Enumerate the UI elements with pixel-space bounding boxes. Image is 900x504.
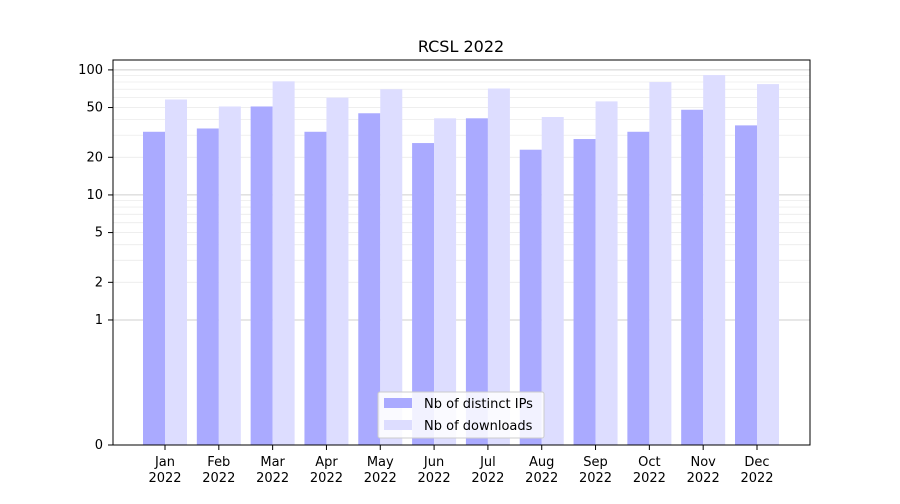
bar-distinct-ips xyxy=(304,131,327,445)
x-tick-label-month: Apr xyxy=(315,455,338,470)
legend-swatch-distinct-ips xyxy=(384,398,412,408)
x-tick-label-year: 2022 xyxy=(525,471,558,486)
bar-distinct-ips xyxy=(250,106,273,445)
legend-swatch-downloads xyxy=(384,420,412,430)
bar-downloads xyxy=(703,75,726,445)
bar-distinct-ips xyxy=(465,118,488,445)
x-tick-label-year: 2022 xyxy=(364,471,397,486)
x-tick-label-month: Aug xyxy=(529,455,554,470)
bar-distinct-ips xyxy=(519,149,542,446)
x-tick-label-year: 2022 xyxy=(740,471,773,486)
bar-distinct-ips xyxy=(196,128,219,445)
x-tick-label-month: May xyxy=(367,455,394,470)
y-tick-label: 20 xyxy=(86,150,103,165)
bar-downloads xyxy=(541,117,564,445)
y-tick-label: 100 xyxy=(78,63,103,78)
axis-layer: 0125102050100Jan2022Feb2022Mar2022Apr202… xyxy=(78,59,811,486)
y-tick-label: 0 xyxy=(95,438,103,453)
x-tick-label-year: 2022 xyxy=(256,471,289,486)
legend: Nb of distinct IPs Nb of downloads xyxy=(377,391,545,439)
x-tick-label-year: 2022 xyxy=(633,471,666,486)
bar-downloads xyxy=(757,84,779,446)
bar-downloads xyxy=(595,101,618,445)
x-tick-label-year: 2022 xyxy=(471,471,504,486)
x-tick-label-month: Jul xyxy=(479,455,496,470)
x-tick-label-month: Jun xyxy=(423,455,444,470)
bars-layer xyxy=(143,75,779,446)
bar-distinct-ips xyxy=(627,131,650,445)
bar-distinct-ips xyxy=(735,125,757,445)
y-tick-label: 10 xyxy=(86,188,103,203)
bar-distinct-ips xyxy=(412,143,435,445)
y-tick-label: 1 xyxy=(95,313,103,328)
legend-label-distinct-ips: Nb of distinct IPs xyxy=(424,397,533,412)
plot-frame xyxy=(112,59,811,446)
bar-distinct-ips xyxy=(358,113,381,445)
x-tick-label-month: Nov xyxy=(690,455,716,470)
x-tick-label-year: 2022 xyxy=(418,471,451,486)
bar-downloads xyxy=(487,88,510,446)
x-tick-label-year: 2022 xyxy=(148,471,181,486)
legend-box xyxy=(377,391,545,439)
x-tick-label-month: Oct xyxy=(638,455,660,470)
bar-distinct-ips xyxy=(143,131,165,445)
bar-downloads xyxy=(165,99,187,446)
x-tick-label-month: Jan xyxy=(154,455,175,470)
x-tick-label-month: Mar xyxy=(260,455,285,470)
y-tick-label: 2 xyxy=(95,275,103,290)
x-tick-label-month: Sep xyxy=(583,455,608,470)
x-tick-label-year: 2022 xyxy=(687,471,720,486)
y-tick-label: 50 xyxy=(86,101,103,116)
x-tick-label-month: Dec xyxy=(744,455,769,470)
bar-downloads xyxy=(434,118,457,445)
bar-downloads xyxy=(380,89,403,445)
bar-downloads xyxy=(272,81,295,445)
bar-downloads xyxy=(649,82,672,445)
legend-label-downloads: Nb of downloads xyxy=(424,419,533,434)
bar-downloads xyxy=(326,97,349,445)
chart-title: RCSL 2022 xyxy=(418,37,504,56)
x-tick-label-year: 2022 xyxy=(310,471,343,486)
x-tick-label-month: Feb xyxy=(207,455,230,470)
bar-distinct-ips xyxy=(681,109,704,445)
x-tick-label-year: 2022 xyxy=(202,471,235,486)
bar-distinct-ips xyxy=(573,139,596,445)
x-tick-label-year: 2022 xyxy=(579,471,612,486)
y-tick-label: 5 xyxy=(95,226,103,241)
bar-downloads xyxy=(218,106,241,445)
